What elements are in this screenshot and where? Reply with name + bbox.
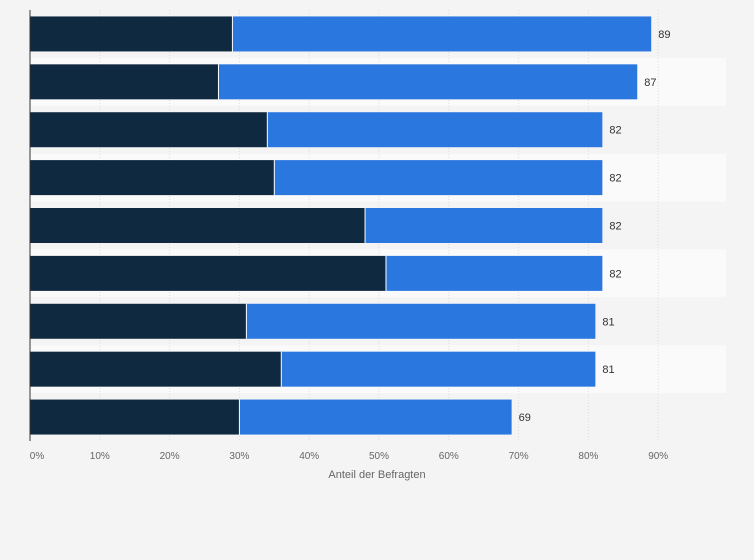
x-tick-label: 60% xyxy=(439,451,459,462)
bar-segment-blue xyxy=(267,112,603,148)
x-tick-label: 0% xyxy=(30,451,45,462)
x-tick-label: 90% xyxy=(648,451,668,462)
data-label: 87 xyxy=(644,77,656,89)
bar-segment-blue xyxy=(218,64,638,100)
data-label: 81 xyxy=(602,316,614,328)
bar-segment-blue xyxy=(281,351,596,387)
bar-segment-dark xyxy=(30,255,386,291)
x-tick-label: 30% xyxy=(229,451,249,462)
bar-segment-blue xyxy=(239,399,512,435)
x-tick-label: 80% xyxy=(578,451,598,462)
bars xyxy=(30,16,652,435)
bar-segment-dark xyxy=(30,303,247,339)
bar-segment-blue xyxy=(274,160,603,196)
x-tick-label: 70% xyxy=(509,451,529,462)
data-label: 89 xyxy=(658,29,670,41)
x-tick-label: 40% xyxy=(299,451,319,462)
bar-segment-dark xyxy=(30,16,233,52)
bar-segment-dark xyxy=(30,112,268,148)
data-label: 82 xyxy=(609,268,621,280)
x-axis-ticks: 0% 10% 20% 30% 40% 50% 60% 70% 80% 90% xyxy=(30,451,669,462)
bar-segment-dark xyxy=(30,208,366,243)
bar-segment-blue xyxy=(246,303,596,339)
bar-segment-blue xyxy=(385,255,603,291)
x-tick-label: 20% xyxy=(160,451,180,462)
data-labels: 89 87 82 82 82 82 81 81 69 xyxy=(519,29,671,424)
bar-segment-dark xyxy=(30,399,240,435)
data-label: 82 xyxy=(609,221,621,233)
x-tick-label: 10% xyxy=(90,451,110,462)
data-label: 81 xyxy=(602,364,614,376)
bar-segment-blue xyxy=(365,208,603,243)
data-label: 69 xyxy=(519,412,531,424)
x-axis-title: Anteil der Befragten xyxy=(328,469,425,481)
x-tick-label: 50% xyxy=(369,451,389,462)
data-label: 82 xyxy=(609,125,621,137)
bar-segment-blue xyxy=(232,16,652,52)
data-label: 82 xyxy=(609,173,621,185)
bar-segment-dark xyxy=(30,64,219,100)
bar-segment-dark xyxy=(30,351,282,387)
bar-segment-dark xyxy=(30,160,275,196)
